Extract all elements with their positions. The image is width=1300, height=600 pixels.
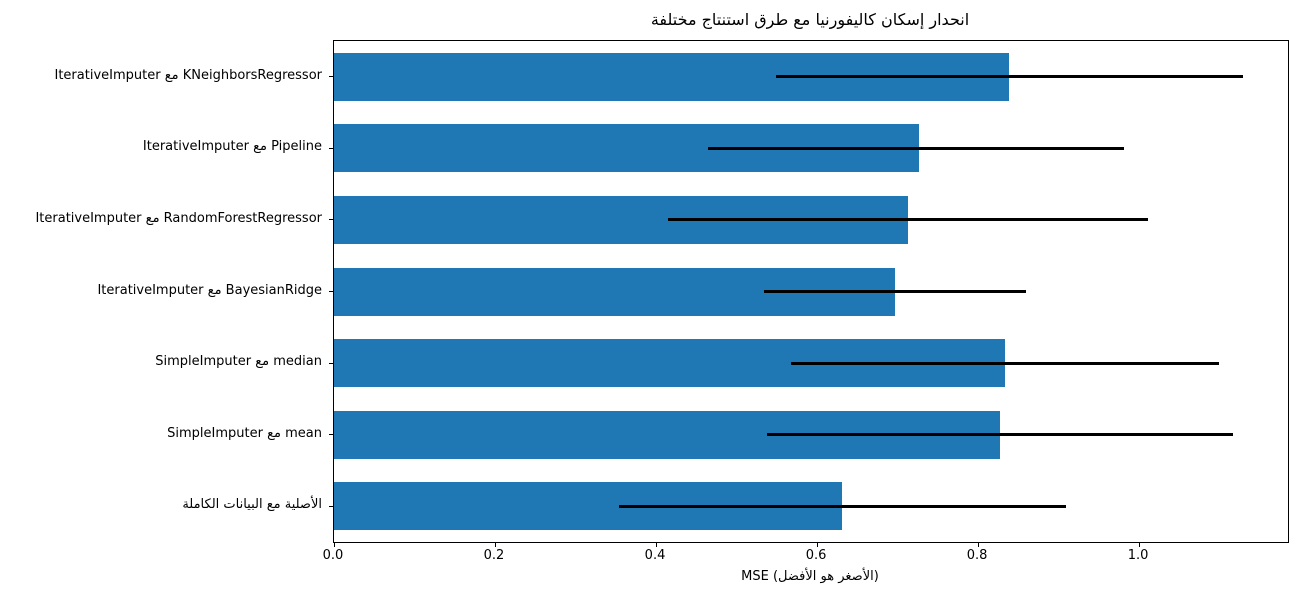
y-tick <box>329 147 333 149</box>
y-tick-label: IterativeImputer مع BayesianRidge <box>97 282 322 298</box>
y-tick <box>329 219 333 221</box>
error-bar <box>708 146 1124 150</box>
x-tick-label: 0.8 <box>966 548 988 563</box>
x-tick <box>333 543 335 547</box>
x-tick <box>816 543 818 547</box>
error-bar <box>618 504 1066 508</box>
plot-area <box>329 40 1289 547</box>
y-tick-label: IterativeImputer مع Pipeline <box>142 139 322 155</box>
x-tick-label: 0.0 <box>322 548 344 563</box>
x-tick <box>655 543 657 547</box>
x-tick-label: 0.2 <box>483 548 505 563</box>
x-tick <box>977 543 979 547</box>
x-tick <box>494 543 496 547</box>
y-tick-label: SimpleImputer مع mean <box>167 425 322 441</box>
x-tick <box>1138 543 1140 547</box>
y-tick <box>329 434 333 436</box>
y-tick-label: IterativeImputer مع KNeighborsRegressor <box>54 67 323 83</box>
x-tick-label: 1.0 <box>1127 548 1149 563</box>
y-tick <box>329 76 333 78</box>
x-tick-label: 0.4 <box>644 548 666 563</box>
y-tick <box>329 291 333 292</box>
y-tick <box>329 362 333 364</box>
x-tick-label: 0.6 <box>805 548 827 563</box>
error-bar <box>763 290 1027 293</box>
x-axis-label: MSE (الأصغر هو الأفضل) <box>741 569 879 584</box>
y-tick <box>329 505 333 507</box>
error-bar <box>791 361 1219 365</box>
y-tick-label: SimpleImputer مع median <box>155 354 322 370</box>
error-bar <box>775 75 1243 79</box>
chart-title: انحدار إسكان كاليفورنيا مع طرق استنتاج م… <box>650 10 970 29</box>
y-tick-label: IterativeImputer مع RandomForestRegresso… <box>35 210 322 226</box>
error-bar <box>767 433 1234 437</box>
error-bar <box>668 218 1148 222</box>
y-tick-label: الأصلية مع البيانات الكاملة <box>182 497 322 513</box>
